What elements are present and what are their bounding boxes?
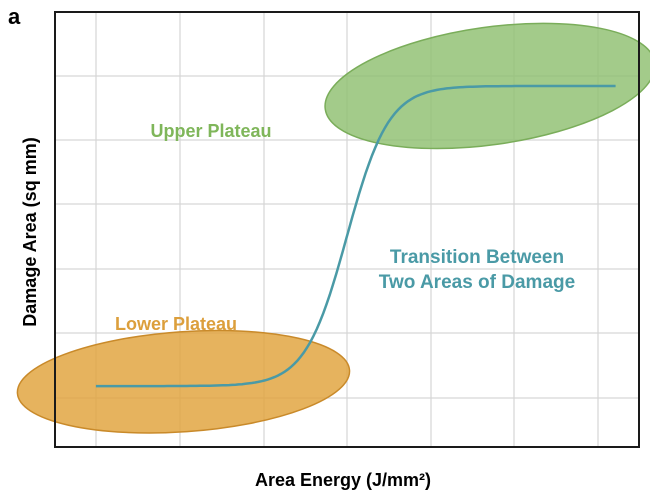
x-axis-label: Area Energy (J/mm²) bbox=[255, 470, 431, 490]
lower-plateau-label: Lower Plateau bbox=[115, 314, 237, 334]
transition-label-line1: Transition Between bbox=[390, 247, 564, 268]
lower-plateau-region bbox=[16, 329, 351, 434]
y-axis-label: Damage Area (sq mm) bbox=[20, 137, 40, 326]
upper-plateau-label: Upper Plateau bbox=[150, 121, 271, 141]
panel-label: a bbox=[8, 4, 21, 29]
plateau-regions bbox=[16, 22, 650, 434]
plot-frame bbox=[54, 11, 640, 448]
transition-label-line2: Two Areas of Damage bbox=[379, 272, 575, 293]
damage-curve bbox=[95, 84, 616, 388]
